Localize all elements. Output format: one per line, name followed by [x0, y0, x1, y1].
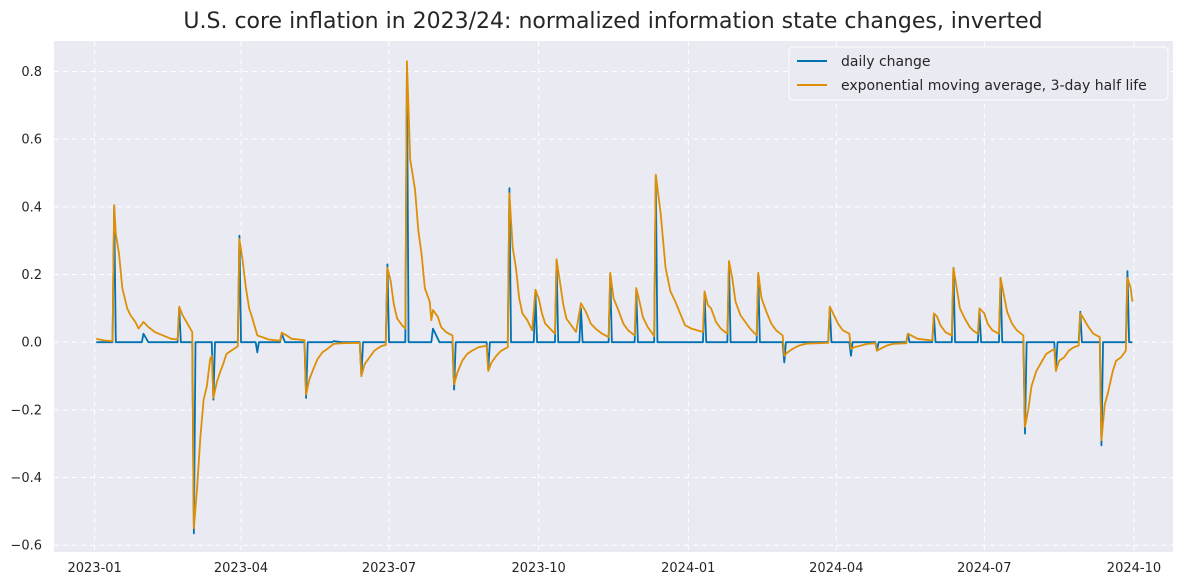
legend-label: exponential moving average, 3-day half l… [841, 78, 1147, 94]
x-tick-label: 2024-10 [1107, 561, 1161, 576]
x-tick-label: 2024-07 [957, 561, 1011, 576]
grid-lines [54, 41, 1173, 552]
x-tick-label: 2023-07 [362, 561, 416, 576]
y-tick-label: −0.4 [10, 471, 42, 486]
x-axis-ticks: 2023-01 2023-04 2023-07 2023-10 2024-01 2024-… [67, 561, 1161, 576]
y-tick-label: −0.2 [10, 403, 42, 418]
series-line-ema [96, 60, 1134, 530]
legend-box [788, 46, 1169, 101]
y-tick-label: 0.4 [21, 200, 42, 215]
chart-title: U.S. core inflation in 2023/24: normaliz… [183, 9, 1042, 34]
x-tick-label: 2024-01 [661, 561, 715, 576]
x-tick-label: 2023-01 [67, 561, 121, 576]
x-tick-label: 2023-04 [214, 561, 268, 576]
y-tick-label: −0.6 [10, 539, 42, 554]
y-tick-label: 0.8 [21, 65, 42, 80]
legend: daily change exponential moving average, … [788, 46, 1169, 101]
y-axis-ticks: −0.6 −0.4 −0.2 0.0 0.2 0.4 0.6 0.8 [10, 65, 42, 554]
y-tick-label: 0.6 [21, 133, 42, 148]
series-lines [96, 60, 1134, 535]
series-line-daily-change [96, 63, 1133, 535]
y-tick-label: 0.2 [21, 268, 42, 283]
x-tick-label: 2023-10 [512, 561, 566, 576]
x-tick-label: 2024-04 [809, 561, 863, 576]
legend-label: daily change [841, 54, 931, 70]
y-tick-label: 0.0 [21, 336, 42, 351]
